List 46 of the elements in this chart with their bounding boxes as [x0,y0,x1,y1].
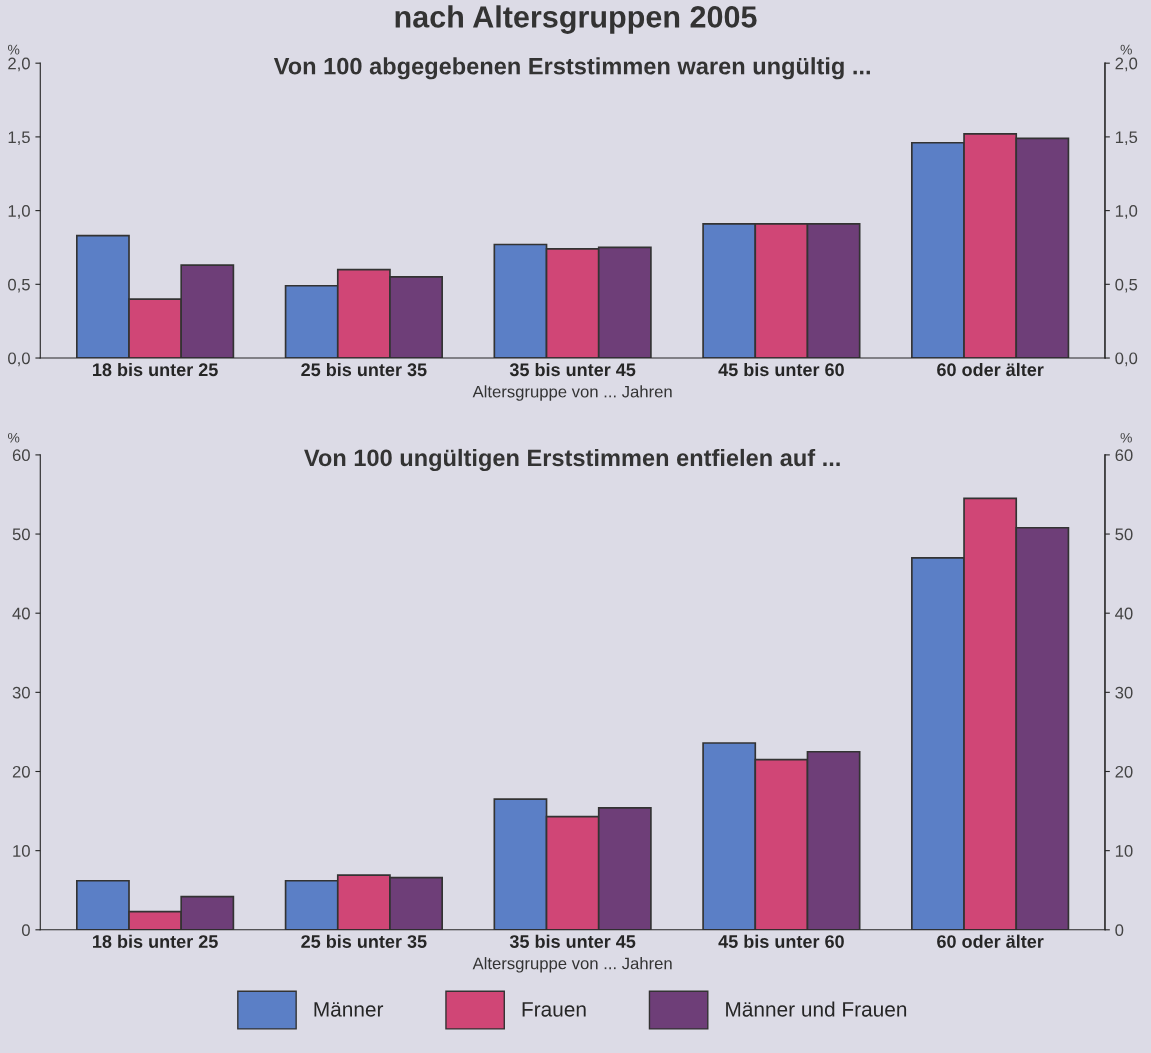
y2-tick-label: 0 [1115,924,1124,936]
y2-axis-title: % [1120,44,1132,55]
y-tick-label: 20 [12,765,30,778]
y-tick-label: 30 [12,686,30,699]
legend-label: Männer [314,1002,384,1017]
chart-title: Von 100 ungültigen Erststimmen entfielen auf ... [304,448,840,472]
legend-label: Männer und Frauen [726,1001,907,1017]
y-axis-title: % [7,44,20,55]
y2-tick-label: 2,0 [1115,57,1138,72]
x-tick-label: 18 bis unter 25 [93,362,218,377]
y2-axis-title: % [1120,432,1132,443]
y2-tick-label: 50 [1115,528,1133,541]
x-tick-label: 35 bis unter 45 [509,934,636,948]
y2-tick-label: 0,0 [1115,352,1138,367]
y2-tick-label: 1,5 [1115,131,1138,146]
x-tick-label: 45 bis unter 60 [718,934,844,948]
y-tick-label: 0,5 [8,278,30,293]
y-tick-label: 40 [12,607,30,620]
y-tick-label: 60 [12,449,30,462]
x-axis-title: Altersgruppe von ... Jahren [472,385,672,401]
y2-tick-label: 60 [1115,449,1133,462]
y-tick-label: 2,0 [8,57,30,72]
y-axis-title: % [7,432,20,443]
legend-label: Frauen [522,1002,586,1017]
x-tick-label: 60 oder älter [937,362,1044,377]
y2-tick-label: 10 [1115,845,1133,857]
x-tick-label: 25 bis unter 35 [301,934,427,948]
x-tick-label: 35 bis unter 45 [509,362,636,377]
x-axis-title: Altersgruppe von ... Jahren [472,957,672,973]
y-tick-label: 0 [21,924,30,936]
y2-tick-label: 20 [1115,765,1133,778]
x-tick-label: 45 bis unter 60 [718,362,844,377]
x-tick-label: 18 bis unter 25 [93,934,218,948]
y-tick-label: 1,5 [8,131,30,146]
x-tick-label: 60 oder älter [937,934,1044,948]
x-tick-label: 25 bis unter 35 [301,362,427,377]
y-tick-label: 1,0 [8,205,30,219]
y2-tick-label: 30 [1115,686,1133,699]
y2-tick-label: 40 [1115,607,1133,620]
y2-tick-label: 1,0 [1115,205,1138,219]
chart-title: nach Altersgruppen 2005 [395,5,757,34]
y-tick-label: 50 [12,528,30,541]
chart-subtitle: Von 100 abgegebenen Erststimmen waren ungültig ... [273,57,870,80]
y2-tick-label: 0,5 [1115,278,1138,293]
y-tick-label: 10 [13,845,30,857]
y-tick-label: 0,0 [8,352,30,367]
